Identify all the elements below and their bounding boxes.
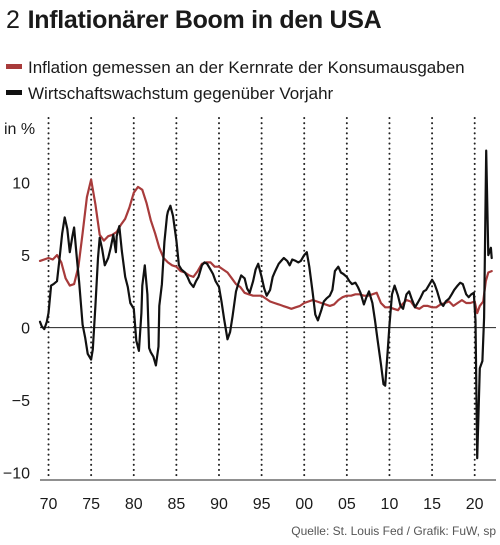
- x-tick-label-95: 95: [253, 496, 271, 513]
- chart-number: 2: [6, 6, 20, 34]
- y-tick-label--10: −10: [3, 466, 30, 483]
- y-tick-label-5: 5: [21, 248, 30, 265]
- x-tick-label-05: 05: [338, 496, 356, 513]
- legend-swatch-inflation: [6, 64, 22, 70]
- x-tick-label-75: 75: [82, 496, 100, 513]
- y-tick-label-10: 10: [12, 176, 30, 193]
- legend-label-growth: Wirtschaftswachstum gegenüber Vorjahr: [28, 84, 334, 103]
- series-line-growth: [38, 149, 493, 460]
- chart-title: 2 Inflationärer Boom in den USA: [6, 6, 382, 35]
- y-axis-label: in %: [4, 121, 35, 138]
- y-tick-label--5: −5: [12, 393, 30, 410]
- legend-item-growth: Wirtschaftswachstum gegenüber Vorjahr: [6, 84, 333, 104]
- x-tick-label-80: 80: [125, 496, 143, 513]
- legend-item-inflation: Inflation gemessen an der Kernrate der K…: [6, 58, 465, 78]
- x-tick-label-10: 10: [381, 496, 399, 513]
- legend-label-inflation: Inflation gemessen an der Kernrate der K…: [28, 58, 465, 77]
- y-tick-label-0: 0: [21, 321, 30, 338]
- x-tick-label-20: 20: [466, 496, 484, 513]
- legend-swatch-growth: [6, 90, 22, 96]
- x-tick-label-90: 90: [210, 496, 228, 513]
- source-note: Quelle: St. Louis Fed / Grafik: FuW, sp: [291, 524, 496, 538]
- x-tick-label-15: 15: [423, 496, 441, 513]
- x-tick-label-70: 70: [40, 496, 58, 513]
- x-tick-label-85: 85: [167, 496, 185, 513]
- chart-title-text: Inflationärer Boom in den USA: [27, 6, 382, 34]
- x-tick-label-00: 00: [295, 496, 313, 513]
